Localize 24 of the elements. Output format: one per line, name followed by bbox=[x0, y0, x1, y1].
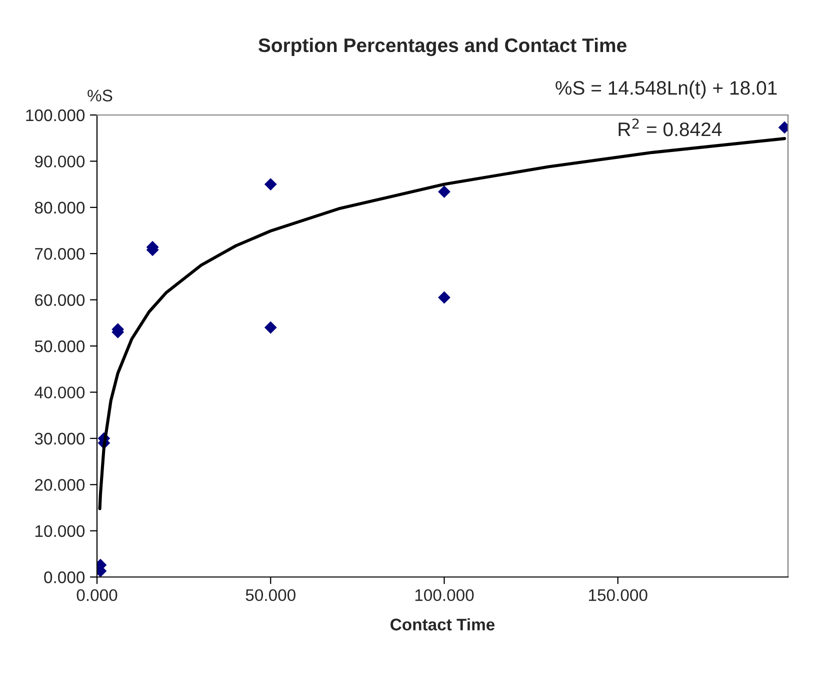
x-tick-label: 100.000 bbox=[415, 589, 474, 602]
y-tick-label: 20.000 bbox=[35, 479, 85, 491]
y-tick-label: 70.000 bbox=[35, 248, 85, 260]
point bbox=[264, 178, 277, 191]
x-axis-title: Contact Time bbox=[390, 618, 495, 630]
point bbox=[438, 291, 450, 304]
text: %S = 14.548Ln(t) + 18.01 bbox=[556, 80, 777, 99]
y-tick-label: 10.000 bbox=[35, 525, 85, 538]
y-tick-label: 100.000 bbox=[26, 109, 85, 122]
y-tick-label: 40.000 bbox=[34, 386, 85, 398]
y-tick-label: 90.000 bbox=[35, 156, 85, 168]
x-tick-label: 150.000 bbox=[589, 589, 648, 602]
x-tick-label: 0.000 bbox=[76, 589, 118, 602]
point bbox=[438, 185, 450, 198]
x-tick-label: 50.000 bbox=[246, 589, 296, 602]
y-tick-label: 60.000 bbox=[35, 294, 85, 306]
y-tick-label: 0.000 bbox=[44, 571, 85, 584]
chart-title: Sorption Percentages and Contact Time bbox=[258, 38, 626, 56]
y-tick-label: 80.000 bbox=[34, 202, 85, 214]
annotation: R$^{2}$ = 0.8424 bbox=[618, 118, 722, 136]
y-tick-label: 30.000 bbox=[34, 432, 85, 445]
y-axis-title: %S bbox=[88, 90, 112, 102]
point bbox=[264, 321, 277, 334]
y-tick-label: 50.000 bbox=[34, 340, 85, 352]
